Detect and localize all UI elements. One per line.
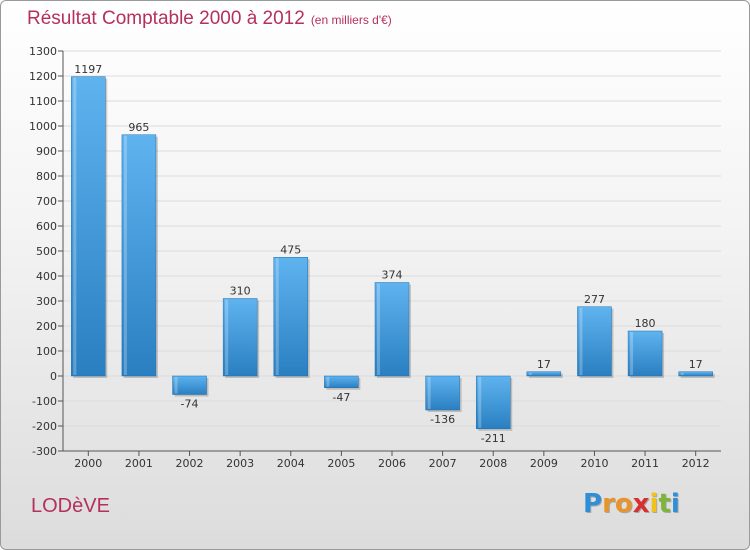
proxiti-logo: Proxiti — [583, 489, 680, 519]
logo-letter: o — [614, 489, 633, 519]
bar-value-label: 965 — [128, 121, 149, 134]
bar — [526, 371, 562, 377]
bar-value-label: 374 — [382, 269, 403, 282]
bar — [425, 375, 460, 411]
bar-value-label: 475 — [280, 243, 301, 256]
bar-highlight — [73, 77, 77, 375]
x-tick-label: 2011 — [631, 457, 659, 470]
y-tick-label: 1000 — [29, 120, 57, 133]
x-tick-label: 2008 — [479, 457, 507, 470]
y-tick-label: 1300 — [29, 45, 57, 58]
bar-value-label: -136 — [430, 413, 455, 426]
bar-value-label: 1197 — [74, 63, 102, 76]
logo-letter: t — [658, 489, 671, 519]
x-tick-label: 2006 — [378, 457, 406, 470]
y-tick-label: 700 — [36, 195, 57, 208]
y-tick-label: 400 — [36, 270, 57, 283]
bar-highlight — [528, 372, 532, 375]
bar — [627, 330, 663, 377]
title-unit: (en milliers d'€) — [310, 13, 392, 27]
bar-value-label: -47 — [332, 391, 350, 404]
bar — [374, 282, 410, 377]
bar-value-label: -211 — [481, 432, 506, 445]
bar-highlight — [579, 307, 583, 375]
x-tick-label: 2004 — [277, 457, 305, 470]
logo-letter: i — [670, 489, 680, 519]
bar-value-label: 310 — [230, 285, 251, 298]
y-tick-label: 0 — [50, 370, 57, 383]
bar-highlight — [377, 283, 380, 375]
y-tick-label: 600 — [36, 220, 57, 233]
bar-highlight — [123, 135, 127, 375]
bar — [273, 257, 309, 377]
bar — [577, 306, 612, 377]
y-tick-label: 200 — [36, 320, 57, 333]
bar-highlight — [275, 258, 279, 375]
x-tick-label: 2005 — [327, 457, 355, 470]
logo-letter: x — [632, 489, 650, 519]
x-tick-label: 2000 — [74, 457, 102, 470]
x-tick-label: 2003 — [226, 457, 254, 470]
bar-highlight — [680, 372, 684, 375]
y-tick-label: -100 — [32, 395, 57, 408]
logo-letter: r — [602, 489, 615, 519]
y-tick-label: -300 — [32, 445, 57, 458]
bar-value-label: -74 — [181, 398, 199, 411]
bar — [324, 375, 359, 388]
x-tick-label: 2012 — [682, 457, 710, 470]
bar — [71, 76, 106, 377]
bar-value-label: 17 — [689, 358, 703, 371]
bar — [475, 375, 511, 429]
bar-value-label: 17 — [537, 358, 551, 371]
x-tick-label: 2002 — [176, 457, 204, 470]
title-text: Résultat Comptable 2000 à 2012 — [27, 8, 305, 29]
chart-title: Résultat Comptable 2000 à 2012 (en millie… — [27, 8, 392, 30]
x-tick-label: 2009 — [530, 457, 558, 470]
y-tick-label: 1200 — [29, 70, 57, 83]
y-tick-label: 1100 — [29, 95, 57, 108]
y-tick-label: -200 — [32, 420, 57, 433]
bar-highlight — [427, 377, 431, 409]
logo-letter: P — [583, 489, 603, 519]
logo-letter: i — [649, 489, 659, 519]
bar — [121, 134, 157, 377]
x-tick-label: 2010 — [580, 457, 608, 470]
bar — [678, 371, 713, 377]
x-tick-label: 2001 — [125, 457, 153, 470]
bar-highlight — [630, 332, 634, 375]
bar-highlight — [326, 377, 330, 387]
bar-value-label: 180 — [635, 317, 656, 330]
x-tick-label: 2007 — [429, 457, 457, 470]
bar-value-label: 277 — [584, 293, 605, 306]
y-tick-label: 900 — [36, 145, 57, 158]
commune-name: LODèVE — [31, 495, 110, 517]
bar — [222, 298, 258, 377]
y-tick-label: 500 — [36, 245, 57, 258]
bar-highlight — [174, 377, 178, 394]
y-tick-label: 300 — [36, 295, 57, 308]
y-tick-label: 800 — [36, 170, 57, 183]
bar-highlight — [478, 377, 482, 428]
bar-highlight — [225, 299, 229, 375]
bar — [172, 375, 207, 395]
y-tick-label: 100 — [36, 345, 57, 358]
